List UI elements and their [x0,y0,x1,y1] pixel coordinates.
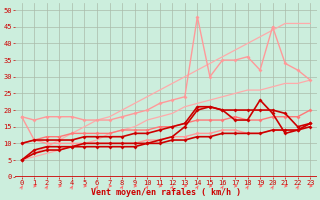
X-axis label: Vent moyen/en rafales ( km/h ): Vent moyen/en rafales ( km/h ) [91,188,241,197]
